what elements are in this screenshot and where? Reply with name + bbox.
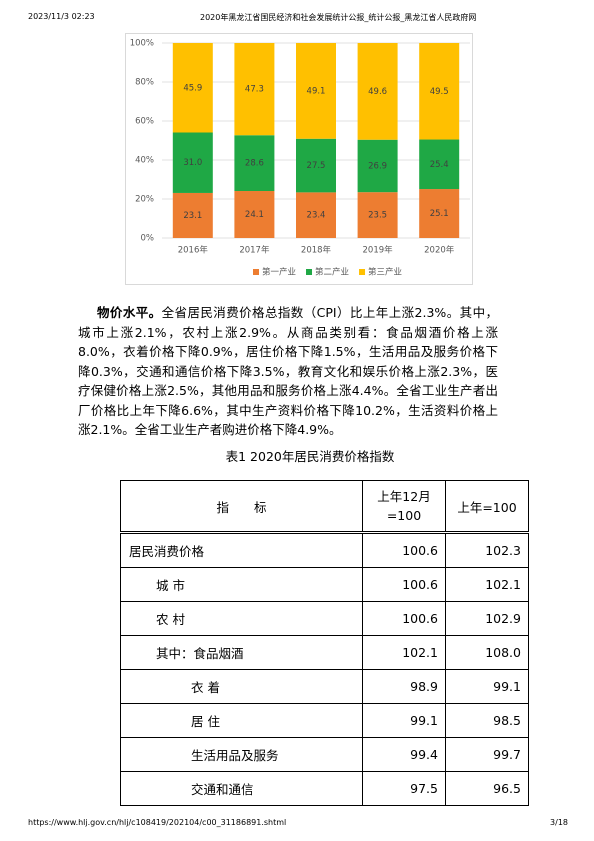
cell: 99.4 <box>362 737 446 772</box>
cell: 102.3 <box>445 531 529 568</box>
cell: 城 市 <box>120 567 363 602</box>
cell: 98.9 <box>362 669 446 704</box>
cell: 100.6 <box>362 567 446 602</box>
header-text: 上年12月=100 <box>377 489 431 523</box>
x-tick-label: 2017年 <box>239 245 270 256</box>
y-tick-label: 40% <box>135 156 154 166</box>
table-row: 生活用品及服务 99.4 99.7 <box>120 737 529 772</box>
data-label: 24.1 <box>245 210 264 220</box>
legend-label: 第一产业 <box>262 267 296 278</box>
cell: 97.5 <box>362 771 446 806</box>
cell: 衣 着 <box>120 669 363 704</box>
table-row: 交通和通信 97.5 96.5 <box>120 771 529 806</box>
cell: 108.0 <box>445 635 529 670</box>
table-row: 其中：食品烟酒 102.1 108.0 <box>120 635 529 670</box>
paragraph-lead: 物价水平。 <box>97 305 162 320</box>
table-caption: 表1 2020年居民消费价格指数 <box>225 449 395 464</box>
bar-segment <box>296 138 336 193</box>
table-row: 居民消费价格 100.6 102.3 <box>120 531 529 568</box>
cell: 99.1 <box>445 669 529 704</box>
header-time: 2023/11/3 02:23 <box>28 12 95 21</box>
y-tick-label: 20% <box>135 195 154 205</box>
legend-label: 第三产业 <box>368 267 402 278</box>
bar-segment <box>419 139 460 190</box>
footer-page: 3/18 <box>550 818 568 827</box>
cell: 99.1 <box>362 703 446 738</box>
y-tick-label: 100% <box>130 39 154 49</box>
data-label: 23.5 <box>368 211 387 221</box>
data-label: 23.4 <box>307 211 326 221</box>
paragraph-text: 全省居民消费价格总指数（CPI）比上年上涨2.3%。其中，城市上涨2.1%，农村… <box>78 305 498 437</box>
cell: 居 住 <box>120 703 363 738</box>
data-label: 27.5 <box>307 161 326 171</box>
table-row: 居 住 99.1 98.5 <box>120 703 529 738</box>
table: 指 标 上年12月=100 上年=100 居民消费价格 100.6 102.3 城 … <box>120 480 529 806</box>
data-label: 31.0 <box>183 158 202 168</box>
data-label: 28.6 <box>245 159 264 169</box>
bar-segment <box>357 192 398 238</box>
bar-segment <box>419 43 460 140</box>
bar-segment <box>357 43 398 140</box>
x-tick-label: 2016年 <box>178 245 209 256</box>
bar-segment <box>234 43 275 136</box>
cell: 居民消费价格 <box>120 531 363 568</box>
cell: 农 村 <box>120 601 363 636</box>
paragraph: 物价水平。全省居民消费价格总指数（CPI）比上年上涨2.3%。其中，城市上涨2.… <box>78 303 498 440</box>
data-label: 49.1 <box>307 86 326 96</box>
legend-swatch <box>359 269 366 275</box>
footer-url: https://www.hlj.gov.cn/hlj/c108419/20210… <box>28 818 287 827</box>
data-label: 26.9 <box>368 161 387 171</box>
data-label: 25.1 <box>430 209 449 219</box>
header-cell: 指 标 <box>120 480 363 533</box>
data-label: 25.4 <box>430 160 449 170</box>
cell: 生活用品及服务 <box>120 737 363 772</box>
cell: 98.5 <box>445 703 529 738</box>
table-row: 城 市 100.6 102.1 <box>120 567 529 602</box>
data-label: 49.5 <box>430 87 449 97</box>
cell: 102.1 <box>362 635 446 670</box>
chart: 0% 20% 40% 60% 80% 100% 2016年 23.1 31.0 45.9 2017年… <box>125 33 473 285</box>
table-header: 指 标 上年12月=100 上年=100 <box>120 480 529 533</box>
cell: 交通和通信 <box>120 771 363 806</box>
cell: 100.6 <box>362 531 446 568</box>
bar-segment <box>357 139 398 193</box>
bar-segment <box>172 192 213 238</box>
x-tick-label: 2020年 <box>424 245 455 256</box>
header-cell: 上年=100 <box>445 480 529 533</box>
cell: 102.9 <box>445 601 529 636</box>
cell: 100.6 <box>362 601 446 636</box>
legend-swatch <box>306 269 313 275</box>
data-label: 47.3 <box>245 85 264 95</box>
y-tick-label: 60% <box>135 117 154 127</box>
data-label: 45.9 <box>183 83 202 93</box>
table-row: 衣 着 98.9 99.1 <box>120 669 529 704</box>
cell: 99.7 <box>445 737 529 772</box>
cell: 96.5 <box>445 771 529 806</box>
y-tick-label: 0% <box>141 234 155 244</box>
cell: 其中：食品烟酒 <box>120 635 363 670</box>
bar-segment <box>172 132 213 193</box>
bar-segment <box>296 43 336 139</box>
legend-swatch <box>253 269 259 275</box>
bar-segment <box>419 189 460 238</box>
bar-segment <box>172 43 213 133</box>
x-tick-label: 2019年 <box>363 245 394 256</box>
data-label: 49.6 <box>368 87 387 97</box>
bar-segment <box>234 135 275 192</box>
header-title: 2020年黑龙江省国民经济和社会发展统计公报_统计公报_黑龙江省人民政府网 <box>200 13 477 22</box>
data-label: 23.1 <box>183 211 202 221</box>
bar-segment <box>296 192 336 238</box>
cell: 102.1 <box>445 567 529 602</box>
legend-label: 第二产业 <box>315 267 349 278</box>
bar-segment <box>234 191 275 238</box>
table-row: 农 村 100.6 102.9 <box>120 601 529 636</box>
x-tick-label: 2018年 <box>301 245 332 256</box>
header-cell: 上年12月=100 <box>362 480 446 533</box>
y-tick-label: 80% <box>135 78 154 88</box>
